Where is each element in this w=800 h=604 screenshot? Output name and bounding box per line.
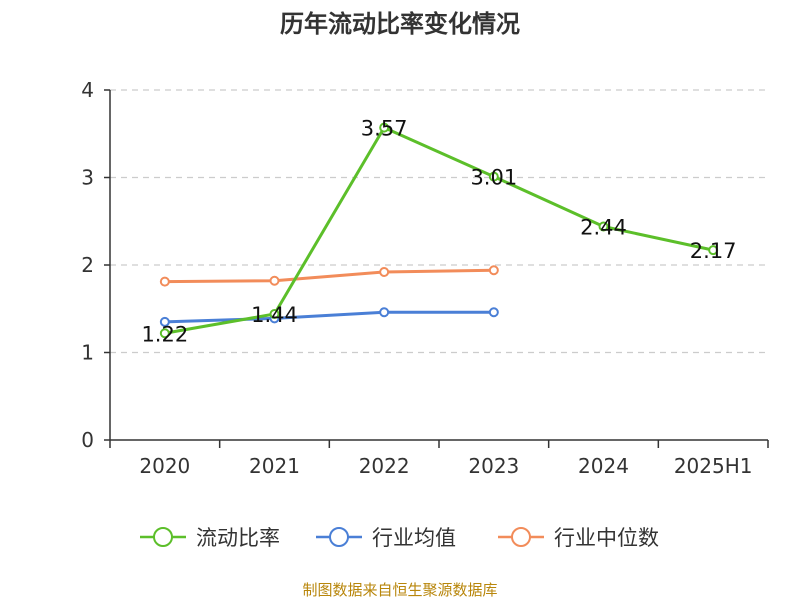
y-tick-label: 2 xyxy=(81,253,94,277)
x-tick-label: 2024 xyxy=(578,454,629,478)
y-tick-label: 3 xyxy=(81,166,94,190)
legend-marker-icon xyxy=(153,527,173,547)
legend-item-2[interactable]: 行业均值 xyxy=(316,526,456,550)
source-note: 制图数据来自恒生聚源数据库 xyxy=(302,581,497,599)
legend-label: 行业均值 xyxy=(372,526,456,550)
legend-label: 行业中位数 xyxy=(554,526,659,550)
data-point[interactable] xyxy=(708,245,719,256)
series-3 xyxy=(159,265,499,287)
data-label: 1.22 xyxy=(141,322,188,346)
data-label: 2.17 xyxy=(690,239,737,263)
legend-item-3[interactable]: 行业中位数 xyxy=(498,526,659,550)
series-line xyxy=(164,126,714,335)
data-point[interactable] xyxy=(488,307,499,318)
data-point[interactable] xyxy=(379,267,390,277)
data-point[interactable] xyxy=(488,171,499,182)
data-point[interactable] xyxy=(379,122,390,133)
data-point[interactable] xyxy=(488,265,499,276)
series-line xyxy=(164,268,494,284)
data-label: 1.44 xyxy=(251,303,298,327)
series-line xyxy=(164,310,494,324)
series-1 xyxy=(159,122,719,339)
x-tick-label: 2021 xyxy=(249,454,300,478)
y-tick-label: 4 xyxy=(81,78,94,102)
x-tick-label: 2022 xyxy=(359,454,410,478)
data-label-layer: 1.22 1.44 3.57 3.01 2.44 2.17 xyxy=(141,117,736,347)
legend-marker-icon xyxy=(511,527,531,547)
data-point[interactable] xyxy=(159,276,170,287)
data-label: 2.44 xyxy=(580,216,627,240)
data-point[interactable] xyxy=(269,309,280,319)
data-point[interactable] xyxy=(598,221,609,232)
x-tick-label: 2025H1 xyxy=(674,454,753,478)
series-2 xyxy=(159,307,499,327)
axis-layer: 0 1 2 3 4 2020 2021 2022 2023 2024 2025H1 xyxy=(81,78,769,478)
data-point[interactable] xyxy=(269,275,280,286)
legend[interactable]: 流动比率 行业均值 行业中位数 xyxy=(140,526,659,550)
legend-marker-icon xyxy=(329,527,349,547)
y-tick-label: 0 xyxy=(81,428,94,452)
chart-title: 历年流动比率变化情况 xyxy=(280,10,520,38)
data-point[interactable] xyxy=(159,328,170,339)
series-layer xyxy=(159,122,719,339)
y-tick-label: 1 xyxy=(81,341,94,365)
data-label: 3.01 xyxy=(470,166,517,190)
data-label: 3.57 xyxy=(361,117,408,141)
x-tick-label: 2023 xyxy=(468,454,519,478)
legend-label: 流动比率 xyxy=(196,526,280,550)
data-point[interactable] xyxy=(379,307,390,318)
legend-item-1[interactable]: 流动比率 xyxy=(140,526,280,550)
x-tick-label: 2020 xyxy=(139,454,190,478)
data-point[interactable] xyxy=(159,316,170,327)
